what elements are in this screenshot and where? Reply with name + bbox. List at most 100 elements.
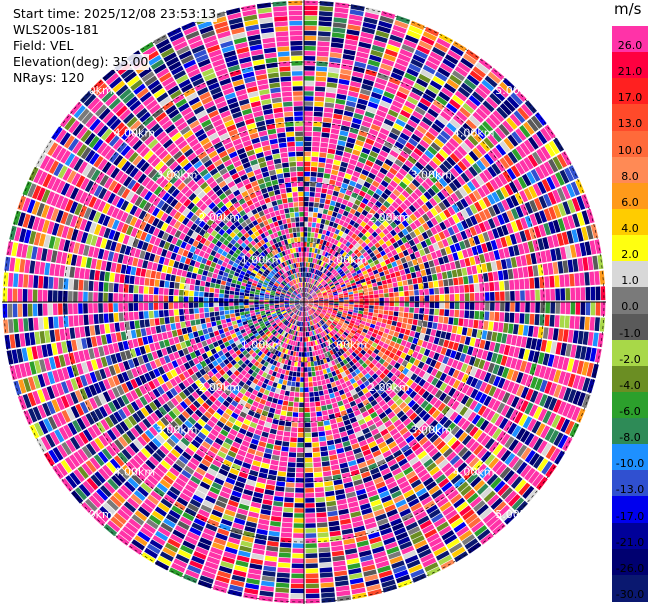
velocity-gate (315, 281, 319, 286)
velocity-gate (399, 150, 410, 159)
velocity-gate (295, 473, 304, 478)
velocity-gate (293, 533, 304, 538)
velocity-gate (311, 285, 315, 290)
velocity-gate (331, 244, 337, 250)
velocity-gate (543, 208, 552, 222)
velocity-gate (368, 227, 375, 234)
velocity-gate (438, 33, 454, 44)
velocity-gate (542, 327, 549, 339)
velocity-gate (464, 228, 473, 238)
velocity-gate (322, 262, 327, 267)
velocity-gate (320, 142, 329, 148)
velocity-gate (313, 467, 322, 473)
velocity-gate (537, 238, 545, 251)
velocity-gate (377, 25, 391, 34)
velocity-gate (372, 119, 383, 127)
velocity-gate (272, 397, 278, 404)
velocity-gate (305, 568, 319, 574)
velocity-gate (437, 240, 445, 249)
velocity-gate (320, 400, 326, 406)
velocity-gate (430, 104, 442, 114)
velocity-gate (352, 203, 359, 211)
velocity-gate (304, 342, 307, 347)
velocity-gate (311, 146, 320, 152)
velocity-gate (316, 507, 326, 513)
velocity-gate (349, 180, 357, 187)
velocity-gate (464, 169, 474, 180)
velocity-gate (341, 182, 349, 189)
velocity-gate (347, 201, 354, 208)
velocity-gate (415, 270, 422, 278)
velocity-gate (359, 302, 364, 305)
velocity-gate (304, 298, 307, 302)
velocity-gate (297, 341, 300, 347)
velocity-gate (543, 222, 551, 236)
velocity-gate (567, 329, 574, 343)
velocity-gate (309, 402, 315, 407)
velocity-gate (420, 327, 427, 334)
velocity-gate (348, 237, 354, 243)
velocity-gate (294, 361, 298, 367)
velocity-gate (353, 293, 359, 297)
velocity-gate (414, 251, 421, 258)
velocity-gate (343, 194, 351, 201)
velocity-gate (405, 216, 413, 225)
velocity-gate (454, 189, 464, 200)
velocity-gate (499, 140, 511, 153)
velocity-gate (364, 12, 379, 20)
velocity-gate (332, 291, 338, 294)
velocity-gate (299, 392, 304, 397)
velocity-gate (306, 342, 309, 347)
velocity-gate (402, 128, 413, 137)
velocity-gate (284, 390, 290, 396)
velocity-gate (575, 302, 581, 315)
velocity-gate (307, 352, 310, 357)
velocity-gate (275, 486, 285, 492)
velocity-gate (304, 50, 316, 56)
velocity-gate (404, 329, 411, 336)
velocity-gate (585, 302, 591, 316)
velocity-gate (316, 265, 320, 270)
velocity-gate (321, 274, 326, 279)
velocity-gate (210, 336, 217, 343)
velocity-gate (304, 382, 309, 387)
velocity-gate (329, 138, 338, 145)
velocity-gate (277, 399, 284, 405)
velocity-gate (338, 208, 345, 215)
velocity-gate (339, 297, 344, 300)
velocity-gate (278, 394, 285, 400)
velocity-gate (296, 346, 300, 352)
velocity-gate (324, 219, 330, 226)
velocity-gate (386, 224, 393, 232)
velocity-gate (384, 141, 394, 149)
velocity-gate (314, 91, 325, 97)
velocity-gate (309, 290, 314, 295)
velocity-gate (328, 297, 334, 300)
velocity-gate (312, 437, 319, 443)
velocity-gate (463, 318, 469, 327)
velocity-gate (304, 299, 308, 302)
velocity-gate (321, 127, 331, 133)
velocity-gate (487, 150, 499, 162)
velocity-gate (325, 264, 330, 270)
velocity-gate (420, 269, 427, 277)
velocity-gate (337, 452, 346, 459)
velocity-gate (346, 29, 360, 36)
velocity-gate (452, 41, 467, 52)
velocity-gate (353, 222, 360, 229)
velocity-gate (318, 244, 323, 250)
velocity-gate (305, 573, 319, 579)
velocity-gate (312, 242, 317, 248)
velocity-gate (512, 268, 519, 279)
velocity-gate (312, 294, 317, 297)
velocity-gate (321, 132, 330, 138)
velocity-gate (464, 284, 470, 293)
velocity-gate (293, 402, 299, 407)
velocity-gate (357, 238, 364, 245)
velocity-gate (377, 154, 386, 162)
velocity-gate (330, 284, 335, 289)
velocity-gate (333, 433, 341, 440)
velocity-gate (304, 297, 306, 302)
velocity-gate (396, 91, 408, 100)
velocity-gate (334, 154, 342, 161)
